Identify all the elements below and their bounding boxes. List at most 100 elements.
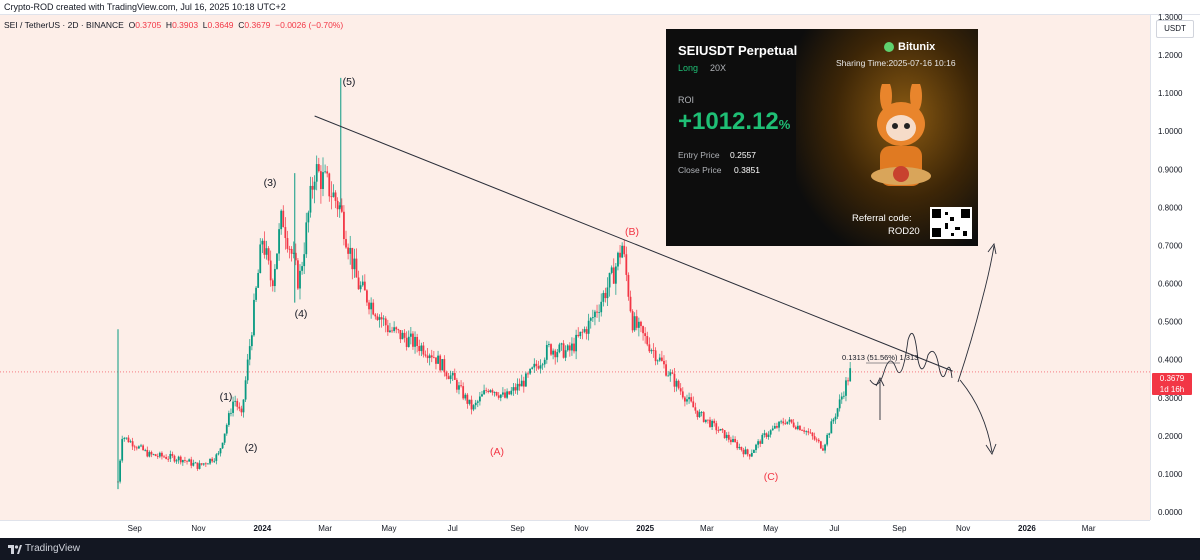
candle-body bbox=[303, 254, 306, 267]
wave-label-2: (2) bbox=[245, 442, 258, 454]
candle-body bbox=[347, 247, 350, 254]
candle-body bbox=[215, 454, 218, 461]
position-side: Long bbox=[678, 63, 699, 73]
roi-unit: % bbox=[778, 117, 791, 132]
price-axis[interactable] bbox=[1150, 15, 1200, 520]
candle-body bbox=[485, 390, 488, 392]
qr-code bbox=[930, 207, 972, 239]
candle-body bbox=[646, 336, 649, 345]
roi-value: +1012.12 bbox=[678, 108, 779, 135]
price-tick-label: 1.2000 bbox=[1158, 51, 1183, 60]
candle-body bbox=[389, 330, 391, 333]
card-brand: Bitunix bbox=[898, 41, 936, 53]
candles bbox=[117, 77, 852, 490]
candle-body bbox=[401, 332, 404, 340]
symbol-legend: SEI / TetherUS · 2D · BINANCE O0.3705 H0… bbox=[4, 20, 343, 30]
candle-body bbox=[748, 454, 751, 457]
candle-body bbox=[600, 301, 603, 313]
candle-body bbox=[571, 343, 573, 351]
candle-body bbox=[338, 205, 341, 210]
candle-body bbox=[232, 401, 234, 413]
candle-body bbox=[420, 345, 423, 352]
candle-body bbox=[282, 210, 285, 228]
candle-body bbox=[518, 383, 521, 387]
candle-body bbox=[834, 416, 837, 420]
time-tick-label: Jul bbox=[829, 524, 839, 533]
drawings bbox=[314, 115, 997, 455]
time-tick-label: 2024 bbox=[253, 524, 271, 533]
candle-body bbox=[188, 459, 191, 462]
candle-body bbox=[508, 391, 511, 395]
candle-body bbox=[803, 430, 806, 432]
candle-body bbox=[380, 317, 383, 320]
candle-body bbox=[363, 281, 366, 291]
candle-body bbox=[581, 331, 584, 333]
candle-body bbox=[717, 430, 720, 432]
candle-body bbox=[284, 227, 287, 239]
candle-body bbox=[259, 244, 262, 274]
candle-body bbox=[311, 185, 314, 190]
candle-body bbox=[543, 359, 546, 365]
candle-body bbox=[299, 270, 301, 289]
candle-body bbox=[652, 350, 655, 351]
open-label: O bbox=[128, 20, 136, 30]
candle-body bbox=[522, 380, 525, 387]
candle-body bbox=[612, 267, 615, 284]
candle-body bbox=[763, 433, 766, 435]
candle-body bbox=[225, 424, 228, 434]
candle-body bbox=[780, 421, 783, 423]
candle-body bbox=[732, 439, 734, 443]
candle-body bbox=[200, 463, 203, 465]
currency-button[interactable]: USDT bbox=[1156, 20, 1194, 38]
candle-body bbox=[838, 399, 841, 409]
time-axis[interactable] bbox=[0, 520, 1150, 538]
hand-drawn-projection bbox=[957, 242, 997, 383]
candle-body bbox=[725, 434, 728, 439]
candle-body bbox=[125, 437, 128, 439]
candle-body bbox=[194, 462, 197, 464]
close-price-value: 0.3851 bbox=[734, 165, 760, 175]
footer-bar: TradingView bbox=[0, 538, 1200, 560]
candle-body bbox=[541, 364, 544, 366]
candle-body bbox=[267, 248, 270, 261]
candle-body bbox=[677, 380, 680, 389]
candle-body bbox=[640, 321, 642, 327]
candle-body bbox=[150, 452, 153, 455]
candle-body bbox=[472, 405, 475, 410]
candle-body bbox=[416, 336, 419, 347]
candle-body bbox=[707, 419, 709, 421]
symbol-name[interactable]: SEI / TetherUS · 2D · BINANCE bbox=[4, 20, 124, 30]
candle-body bbox=[608, 272, 611, 288]
candle-body bbox=[656, 360, 659, 362]
candle-body bbox=[794, 426, 797, 430]
candle-body bbox=[493, 392, 496, 393]
candle-body bbox=[527, 373, 529, 375]
candle-body bbox=[830, 421, 833, 434]
hand-drawn-projection bbox=[875, 376, 885, 420]
candle-body bbox=[734, 439, 736, 443]
candle-body bbox=[585, 329, 588, 334]
time-tick-label: Sep bbox=[510, 524, 525, 533]
candle-body bbox=[353, 258, 356, 270]
candle-body bbox=[280, 210, 283, 230]
candle-body bbox=[778, 421, 780, 428]
candle-body bbox=[663, 360, 665, 365]
candle-body bbox=[227, 413, 230, 425]
candle-body bbox=[575, 334, 578, 352]
candle-body bbox=[602, 292, 605, 302]
candle-body bbox=[849, 368, 852, 382]
candle-body bbox=[355, 258, 358, 278]
candle-body bbox=[842, 395, 845, 397]
wave-labels: (1) (2) (3) (4) (5) (A) (B) (C) 0.1313 (51.56%) … bbox=[220, 76, 919, 483]
candle-body bbox=[840, 396, 843, 400]
candle-body bbox=[673, 373, 676, 387]
low-value: 0.3649 bbox=[207, 20, 234, 30]
candle-body bbox=[418, 346, 421, 352]
candle-body bbox=[133, 446, 136, 448]
price-tick-label: 0.9000 bbox=[1158, 165, 1183, 174]
candle-body bbox=[560, 343, 563, 345]
price-tick-label: 1.0000 bbox=[1158, 127, 1183, 136]
change-value: −0.0026 (−0.70%) bbox=[275, 20, 344, 30]
candle-body bbox=[462, 386, 465, 399]
candle-body bbox=[359, 285, 362, 290]
